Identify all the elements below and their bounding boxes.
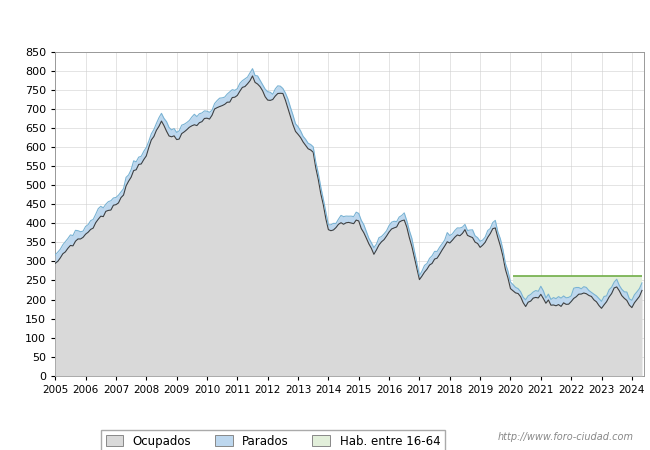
- Legend: Ocupados, Parados, Hab. entre 16-64: Ocupados, Parados, Hab. entre 16-64: [101, 430, 445, 450]
- Text: http://www.foro-ciudad.com: http://www.foro-ciudad.com: [498, 432, 634, 442]
- Text: Osor - Evolucion de la poblacion en edad de Trabajar Mayo de 2024: Osor - Evolucion de la poblacion en edad…: [65, 17, 585, 30]
